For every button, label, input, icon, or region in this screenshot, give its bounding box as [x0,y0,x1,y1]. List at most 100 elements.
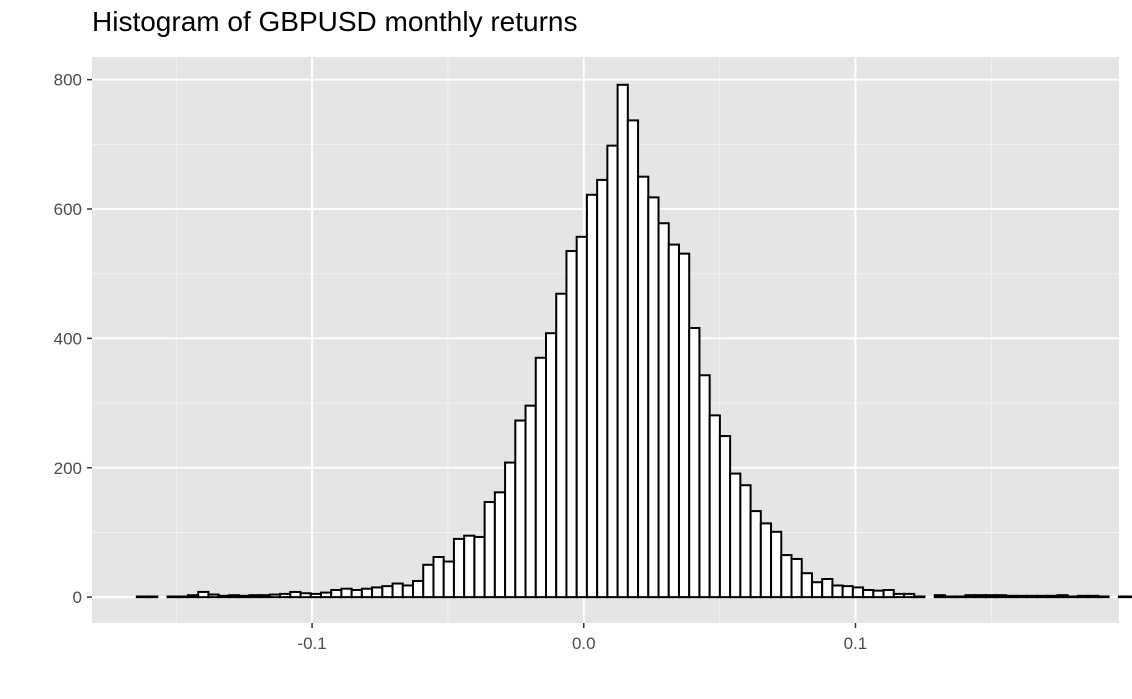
histogram-bar [933,594,946,599]
histogram-bar [995,594,1008,599]
histogram-bar [289,590,302,599]
histogram-bar [1005,594,1018,599]
histogram-bar [391,582,404,599]
histogram-bar [473,535,486,599]
histogram-bar [954,595,967,599]
histogram-bar [319,591,333,599]
histogram-bar [575,235,588,599]
x-tick-label: 0.1 [844,634,868,653]
histogram-bar [504,461,517,599]
histogram-bar [688,327,701,599]
histogram-bar [1056,594,1069,599]
histogram-bar [974,594,987,599]
histogram-bar [1025,594,1039,599]
histogram-bar [217,594,230,599]
histogram-bar [186,594,200,599]
histogram-bar [770,530,783,599]
histogram-bar [903,592,916,599]
histogram-bar [585,193,599,599]
histogram-bar [1015,594,1028,599]
histogram-bar [227,594,241,599]
histogram-bar [544,332,558,599]
histogram-bar [371,586,384,599]
histogram-bar [135,595,149,599]
x-axis: -0.1 0.0 0.1 [297,623,867,653]
histogram-bar [565,250,578,599]
histogram-bar [463,534,476,599]
histogram-bar [984,594,998,599]
histogram-bar [555,292,568,599]
histogram-bar [360,587,374,599]
histogram-bar [1066,595,1079,599]
histogram-bar [442,560,455,599]
histogram-bar [238,594,251,599]
histogram-bar [677,252,691,599]
histogram-bar [483,501,496,599]
x-tick-label: 0.0 [572,634,596,653]
histogram-bar [821,578,834,599]
histogram-bar [841,585,854,599]
histogram-bar [943,595,957,599]
histogram-bar [452,537,466,599]
histogram-bar [862,589,875,599]
histogram-bar [248,594,261,599]
histogram-bar [524,404,537,599]
y-tick-label: 800 [54,71,82,90]
histogram-bar [810,581,824,599]
histogram-bar [279,592,292,599]
histogram-bar [913,595,926,599]
histogram-bar [626,119,640,599]
histogram-bar [729,472,742,599]
y-tick-label: 200 [54,459,82,478]
histogram-bar [708,414,721,599]
histogram-bar [207,593,220,599]
histogram-bar [790,557,803,599]
chart-title: Histogram of GBPUSD monthly returns [92,6,578,37]
histogram-bar [166,595,179,599]
y-tick-label: 400 [54,329,82,348]
histogram-bar [514,419,527,599]
histogram-bar [718,435,732,599]
histogram-bar [258,594,271,599]
histogram-bar [831,584,844,599]
histogram-bar [309,592,322,599]
histogram-bar [780,554,793,599]
histogram-bars [135,83,1132,599]
histogram-bar [1076,594,1090,599]
x-tick-label: -0.1 [297,634,326,653]
histogram-bar [401,584,415,599]
histogram-bar [432,556,445,599]
histogram-bar [882,589,895,599]
histogram-bar [800,572,813,599]
histogram-bar [739,484,752,599]
histogram-bar [749,510,762,599]
histogram-bar [1128,595,1132,599]
histogram-bar [1046,594,1059,599]
histogram-bar [340,587,353,599]
histogram-bar [964,594,977,599]
histogram-bar [197,590,210,599]
histogram-bar [616,83,629,599]
histogram-bar [146,595,159,599]
histogram-bar [759,522,773,599]
histogram-bar [647,196,660,599]
histogram-bar [412,579,425,599]
histogram-bar [381,585,394,599]
histogram-bar [493,491,507,599]
histogram-bar [657,222,670,599]
histogram-bar [176,595,189,599]
histogram-bar [596,178,609,599]
histogram-bar [1097,595,1110,599]
y-tick-label: 600 [54,200,82,219]
histogram-bar [1087,594,1100,599]
histogram-bar [606,144,619,599]
histogram-bar [330,589,343,599]
histogram-bar [534,356,547,599]
histogram-bar [637,175,650,599]
histogram-bar [872,589,885,599]
histogram-bar [350,589,363,599]
histogram-bar [667,243,680,599]
histogram-bar [299,592,312,599]
histogram-bar [892,592,906,599]
